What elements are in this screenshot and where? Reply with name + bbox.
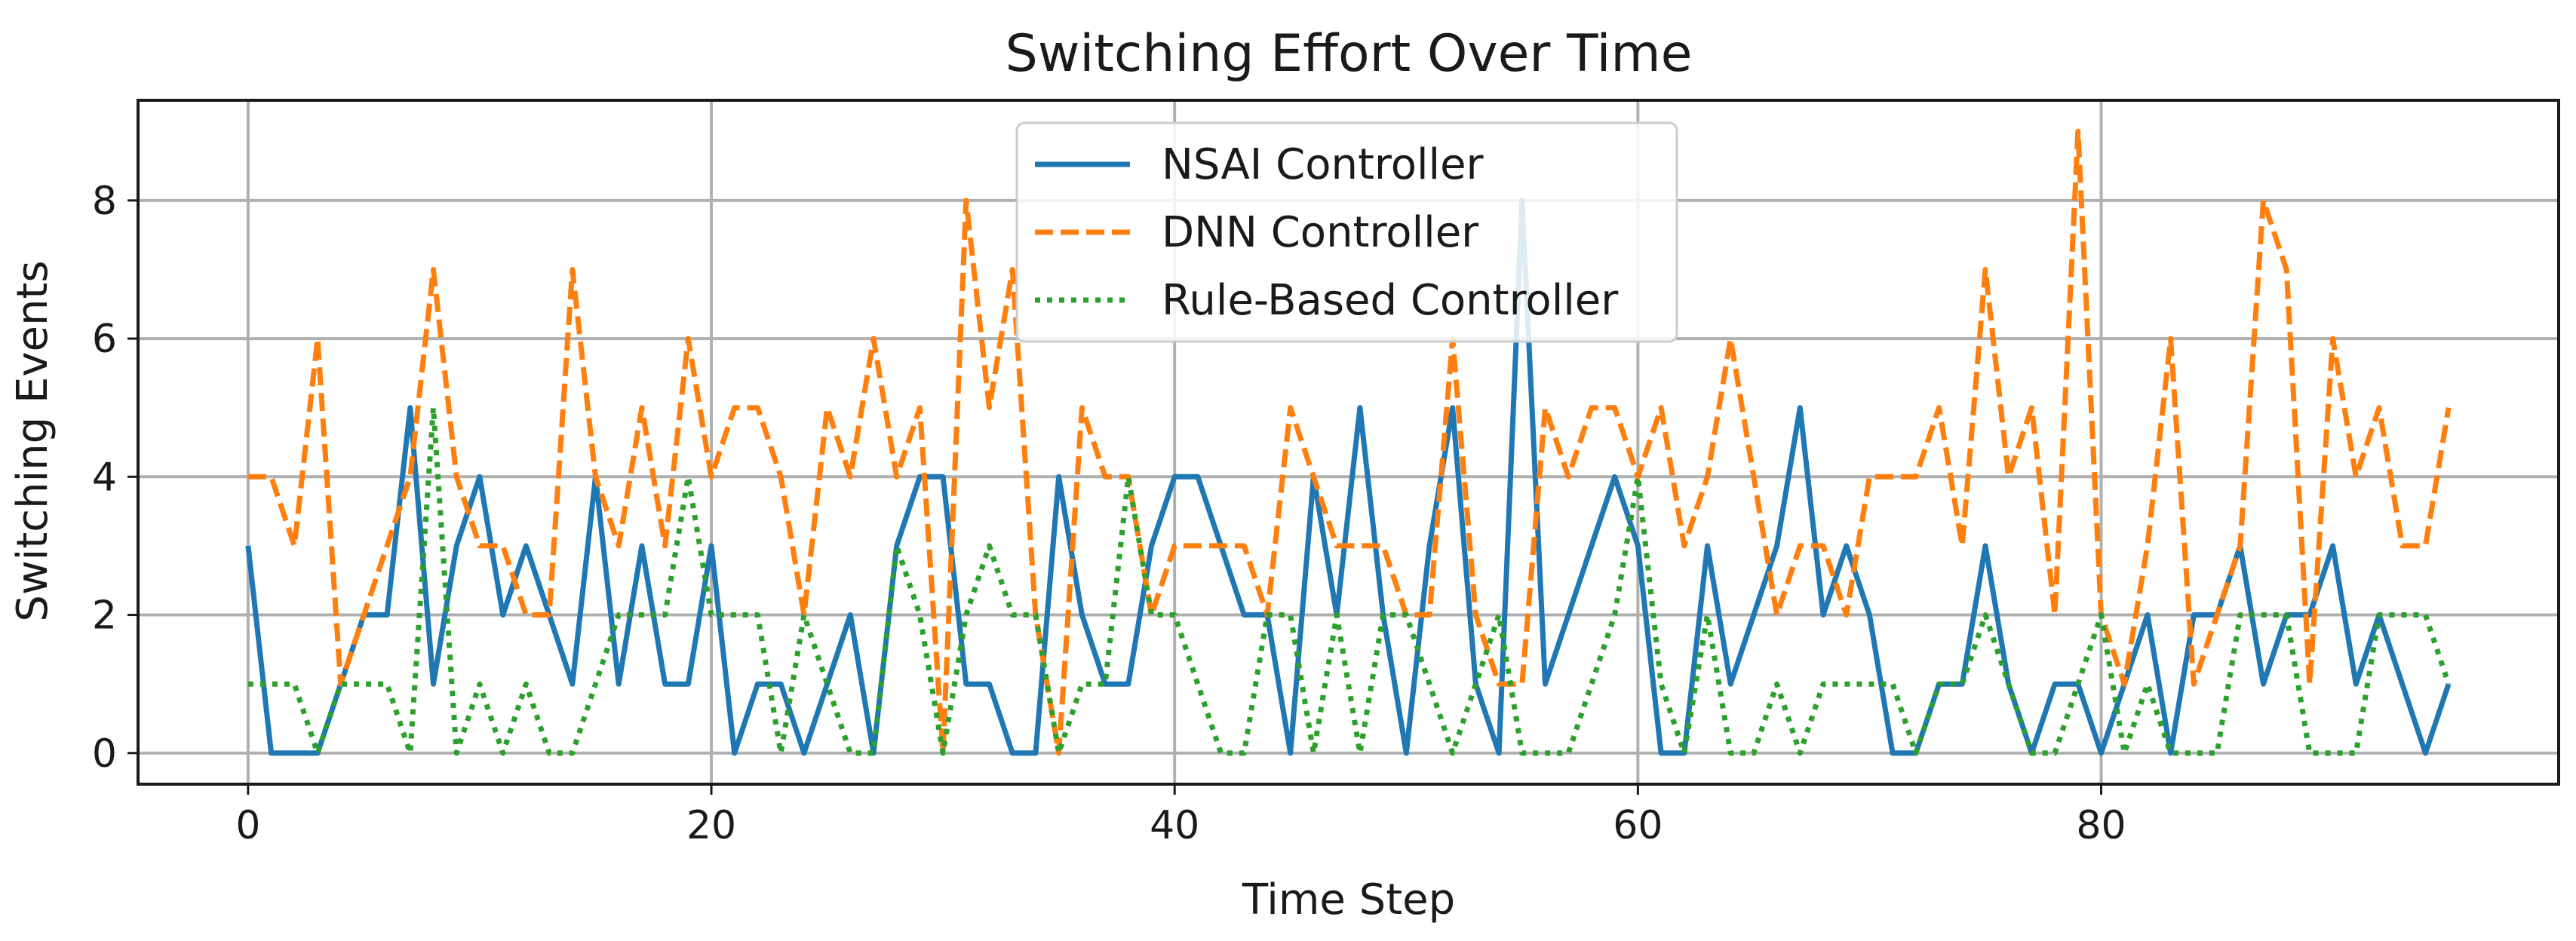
y-tick-label: 6: [92, 317, 117, 362]
x-axis-ticks: 0 20 40 60 80: [235, 784, 2126, 848]
series-line-3: [247, 405, 2452, 756]
y-tick-label: 2: [92, 593, 117, 639]
x-tick-label: 40: [1150, 803, 1199, 848]
chart-title: Switching Effort Over Time: [1006, 24, 1693, 84]
legend-label: Rule-Based Controller: [1162, 276, 1619, 325]
legend: NSAI Controller DNN Controller Rule-Based …: [1015, 121, 1678, 343]
y-axis-label: Switching Events: [8, 260, 57, 621]
x-tick-label: 0: [235, 803, 260, 848]
y-tick-label: 8: [92, 179, 117, 224]
y-axis-ticks: 0 2 4 6 8: [92, 179, 138, 777]
legend-label: NSAI Controller: [1162, 140, 1485, 189]
x-tick-label: 80: [2076, 803, 2126, 848]
series-line-1: [245, 198, 2452, 756]
x-tick-label: 20: [686, 803, 736, 848]
series-lines: [245, 128, 2452, 756]
legend-box: [1015, 121, 1678, 343]
series-line-2: [247, 128, 2452, 756]
legend-label: DNN Controller: [1162, 208, 1479, 257]
plot-frame: [137, 99, 2560, 786]
x-tick-label: 60: [1613, 803, 1663, 848]
x-axis-label: Time Step: [1242, 875, 1455, 924]
y-tick-label: 0: [92, 731, 117, 777]
y-tick-label: 4: [92, 455, 117, 500]
